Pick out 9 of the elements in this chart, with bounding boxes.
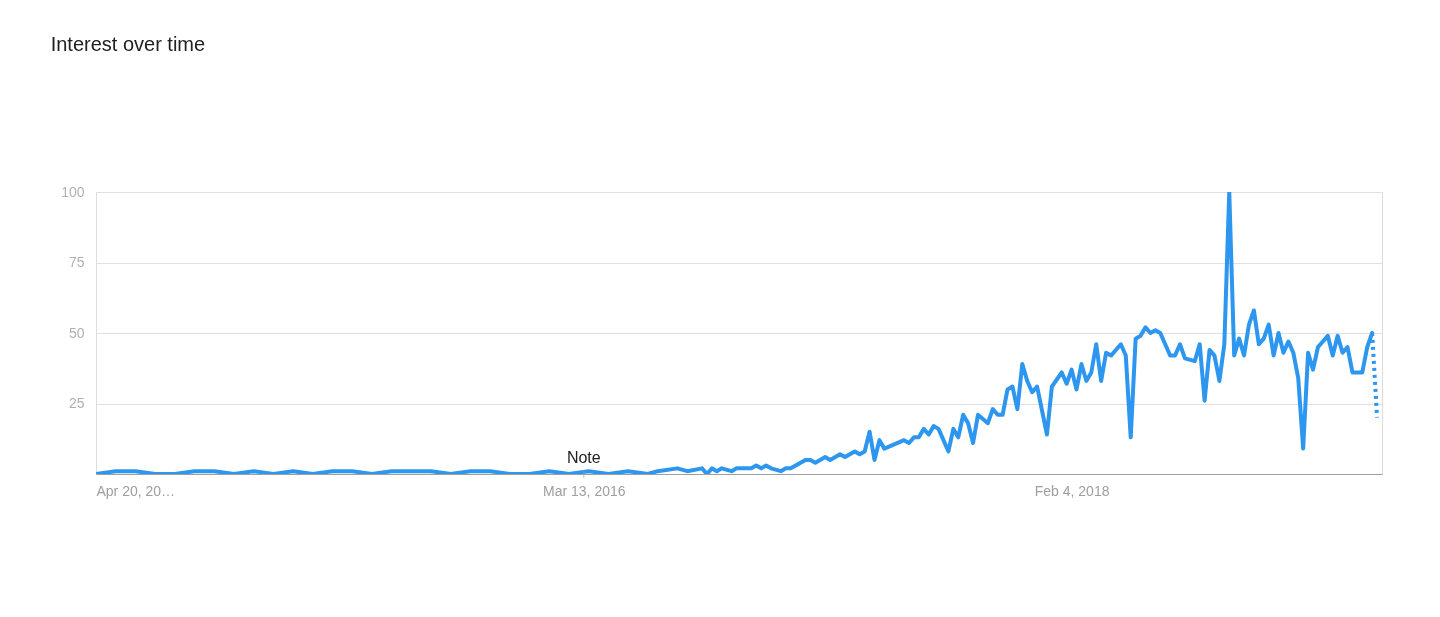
x-tick-label: Mar 13, 2016 bbox=[543, 482, 626, 499]
y-tick-label: 25 bbox=[68, 395, 85, 411]
x-tick-label: Apr 20, 20… bbox=[96, 482, 176, 499]
y-tick-label: 50 bbox=[68, 324, 85, 341]
y-tick-label: 100 bbox=[61, 183, 85, 200]
x-tick-label: Feb 4, 2018 bbox=[1034, 482, 1110, 499]
y-tick-label: 75 bbox=[68, 254, 85, 270]
annotation: Note bbox=[566, 449, 601, 466]
chart-title: Interest over time bbox=[50, 33, 206, 55]
